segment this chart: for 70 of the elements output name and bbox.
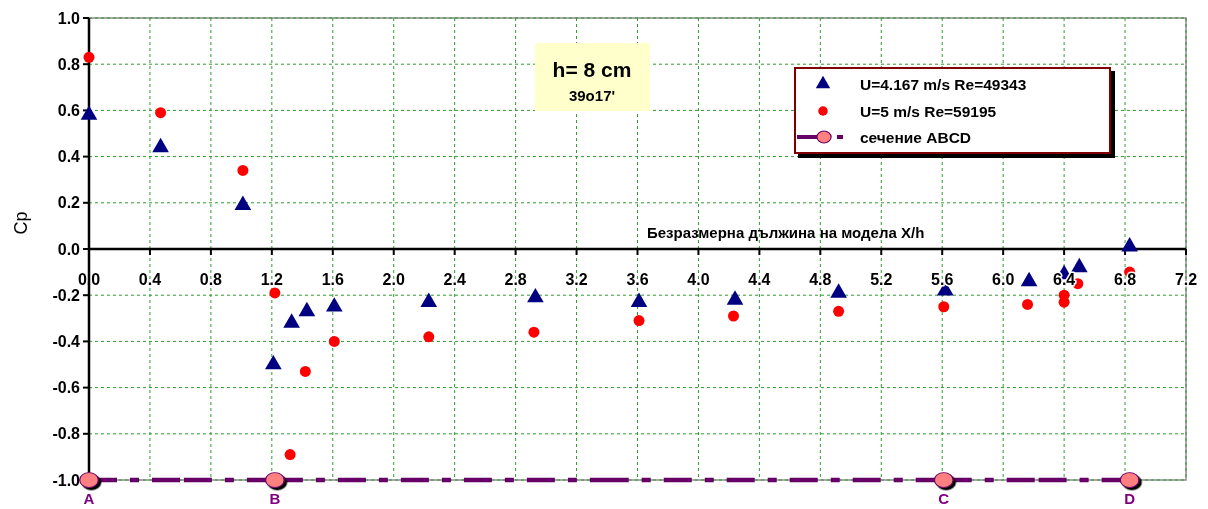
point — [1020, 271, 1038, 287]
point — [234, 195, 252, 210]
point — [328, 335, 340, 347]
point — [420, 292, 438, 307]
x-tick-label: 4.0 — [687, 271, 710, 288]
y-tick-label: 0.4 — [57, 148, 81, 166]
annotation: B — [269, 490, 281, 507]
y-tick-label: -0.6 — [52, 379, 81, 397]
point — [1119, 472, 1140, 488]
x-tick-label: 0.4 — [138, 271, 162, 288]
point — [633, 315, 645, 327]
point — [1121, 237, 1138, 252]
point — [833, 305, 845, 317]
point — [726, 290, 744, 305]
legend-label: U=4.167 m/s Re=49343 — [860, 75, 1027, 93]
x-tick-label: 1.2 — [260, 271, 284, 288]
point — [79, 472, 99, 488]
x-tick-label: 5.6 — [931, 271, 954, 288]
point — [265, 472, 285, 488]
annotation: D — [1124, 490, 1136, 507]
y-tick-label: 0.2 — [57, 194, 81, 212]
annotation: C — [938, 490, 950, 507]
point — [527, 287, 544, 303]
point — [830, 283, 847, 298]
x-tick-label: 2.0 — [382, 271, 405, 288]
x-tick-label: 4.4 — [748, 271, 771, 288]
point — [298, 301, 316, 317]
point — [237, 164, 249, 176]
x-tick-label: 7.2 — [1174, 271, 1198, 288]
y-tick-label: 0.8 — [57, 55, 81, 73]
point — [727, 310, 739, 322]
y-tick-label: 1.0 — [57, 9, 81, 27]
y-tick-label: -0.2 — [52, 286, 81, 304]
x-axis-title: Безразмерна дължина на модела X/h — [646, 224, 925, 241]
point — [283, 313, 300, 328]
x-tick-label: 3.2 — [565, 271, 588, 288]
x-tick-label: 5.2 — [870, 271, 893, 288]
y-axis-title: Cp — [11, 211, 31, 235]
point — [80, 105, 98, 120]
point — [152, 137, 169, 153]
y-tick-label: 0.0 — [57, 240, 81, 258]
x-tick-label: 6.8 — [1113, 271, 1137, 288]
annotation: A — [83, 490, 95, 507]
point — [1071, 257, 1088, 273]
y-tick-label: -1.0 — [52, 471, 81, 489]
x-tick-label: 3.6 — [626, 271, 649, 288]
point — [423, 331, 435, 343]
x-tick-label: 4.8 — [809, 271, 832, 288]
point — [265, 354, 282, 370]
point — [269, 287, 281, 299]
point — [528, 326, 540, 338]
x-tick-label: 6.0 — [992, 271, 1015, 288]
x-tick-label: 2.8 — [504, 271, 527, 288]
x-tick-label: 1.6 — [321, 271, 344, 288]
point — [299, 365, 311, 377]
point — [1022, 298, 1034, 310]
legend-label: сечение ABCD — [860, 128, 972, 146]
y-tick-label: 0.6 — [57, 101, 81, 119]
y-tick-label: -0.8 — [52, 425, 81, 443]
annotation: 39o17' — [568, 87, 616, 104]
x-tick-label: 0.8 — [199, 271, 223, 288]
legend-label: U=5 m/s Re=59195 — [860, 102, 997, 120]
point — [325, 297, 343, 312]
point — [284, 449, 296, 461]
point — [630, 292, 648, 307]
x-tick-label: 2.4 — [443, 271, 466, 288]
y-tick-label: -0.4 — [52, 332, 81, 350]
annotation: h= 8 cm — [552, 58, 632, 81]
point — [933, 472, 954, 488]
point — [938, 301, 950, 313]
